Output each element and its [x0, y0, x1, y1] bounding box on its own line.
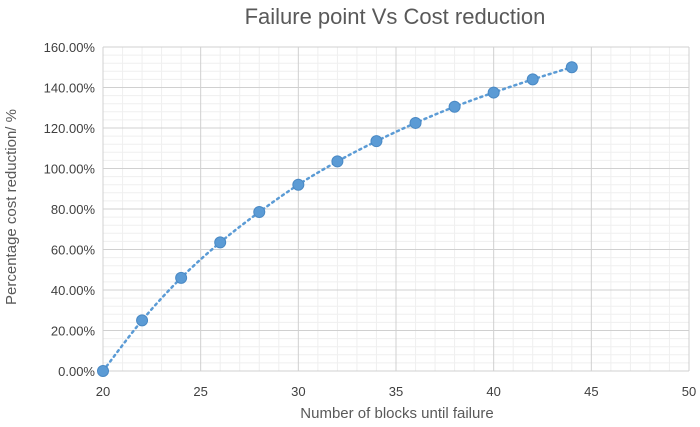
x-tick-label: 25	[193, 384, 207, 399]
y-tick-label: 40.00%	[51, 283, 96, 298]
data-point	[331, 155, 344, 168]
data-point	[253, 206, 266, 219]
data-point	[97, 365, 109, 377]
y-tick-label: 120.00%	[44, 121, 96, 136]
data-point	[292, 178, 305, 191]
x-tick-label: 50	[682, 384, 696, 399]
y-tick-label: 20.00%	[51, 324, 96, 339]
x-tick-label: 30	[291, 384, 305, 399]
x-tick-label: 40	[486, 384, 500, 399]
x-axis-title: Number of blocks until failure	[300, 405, 493, 422]
gridlines	[102, 46, 690, 372]
y-tick-label: 100.00%	[44, 162, 96, 177]
data-point	[487, 86, 500, 99]
data-point	[214, 236, 227, 249]
chart-title: Failure point Vs Cost reduction	[245, 4, 546, 29]
data-point	[448, 100, 461, 113]
data-points	[97, 61, 578, 377]
data-point	[136, 314, 149, 327]
y-tick-label: 0.00%	[58, 364, 95, 379]
y-tick-label: 80.00%	[51, 202, 96, 217]
data-point	[526, 73, 539, 86]
x-tick-label: 35	[389, 384, 403, 399]
y-tick-label: 160.00%	[44, 40, 96, 55]
data-point	[370, 135, 383, 148]
y-tick-label: 140.00%	[44, 81, 96, 96]
x-tick-label: 20	[96, 384, 110, 399]
y-tick-label: 60.00%	[51, 243, 96, 258]
data-point	[175, 271, 188, 284]
tick-labels: 20 25 30 35 40 45 50 0.00% 20.00% 40.00% 60.00% 80.…	[44, 40, 697, 399]
x-tick-label: 45	[584, 384, 598, 399]
y-axis-title: Percentage cost reduction/ %	[3, 109, 20, 305]
data-point	[409, 116, 422, 129]
data-point	[565, 61, 578, 74]
